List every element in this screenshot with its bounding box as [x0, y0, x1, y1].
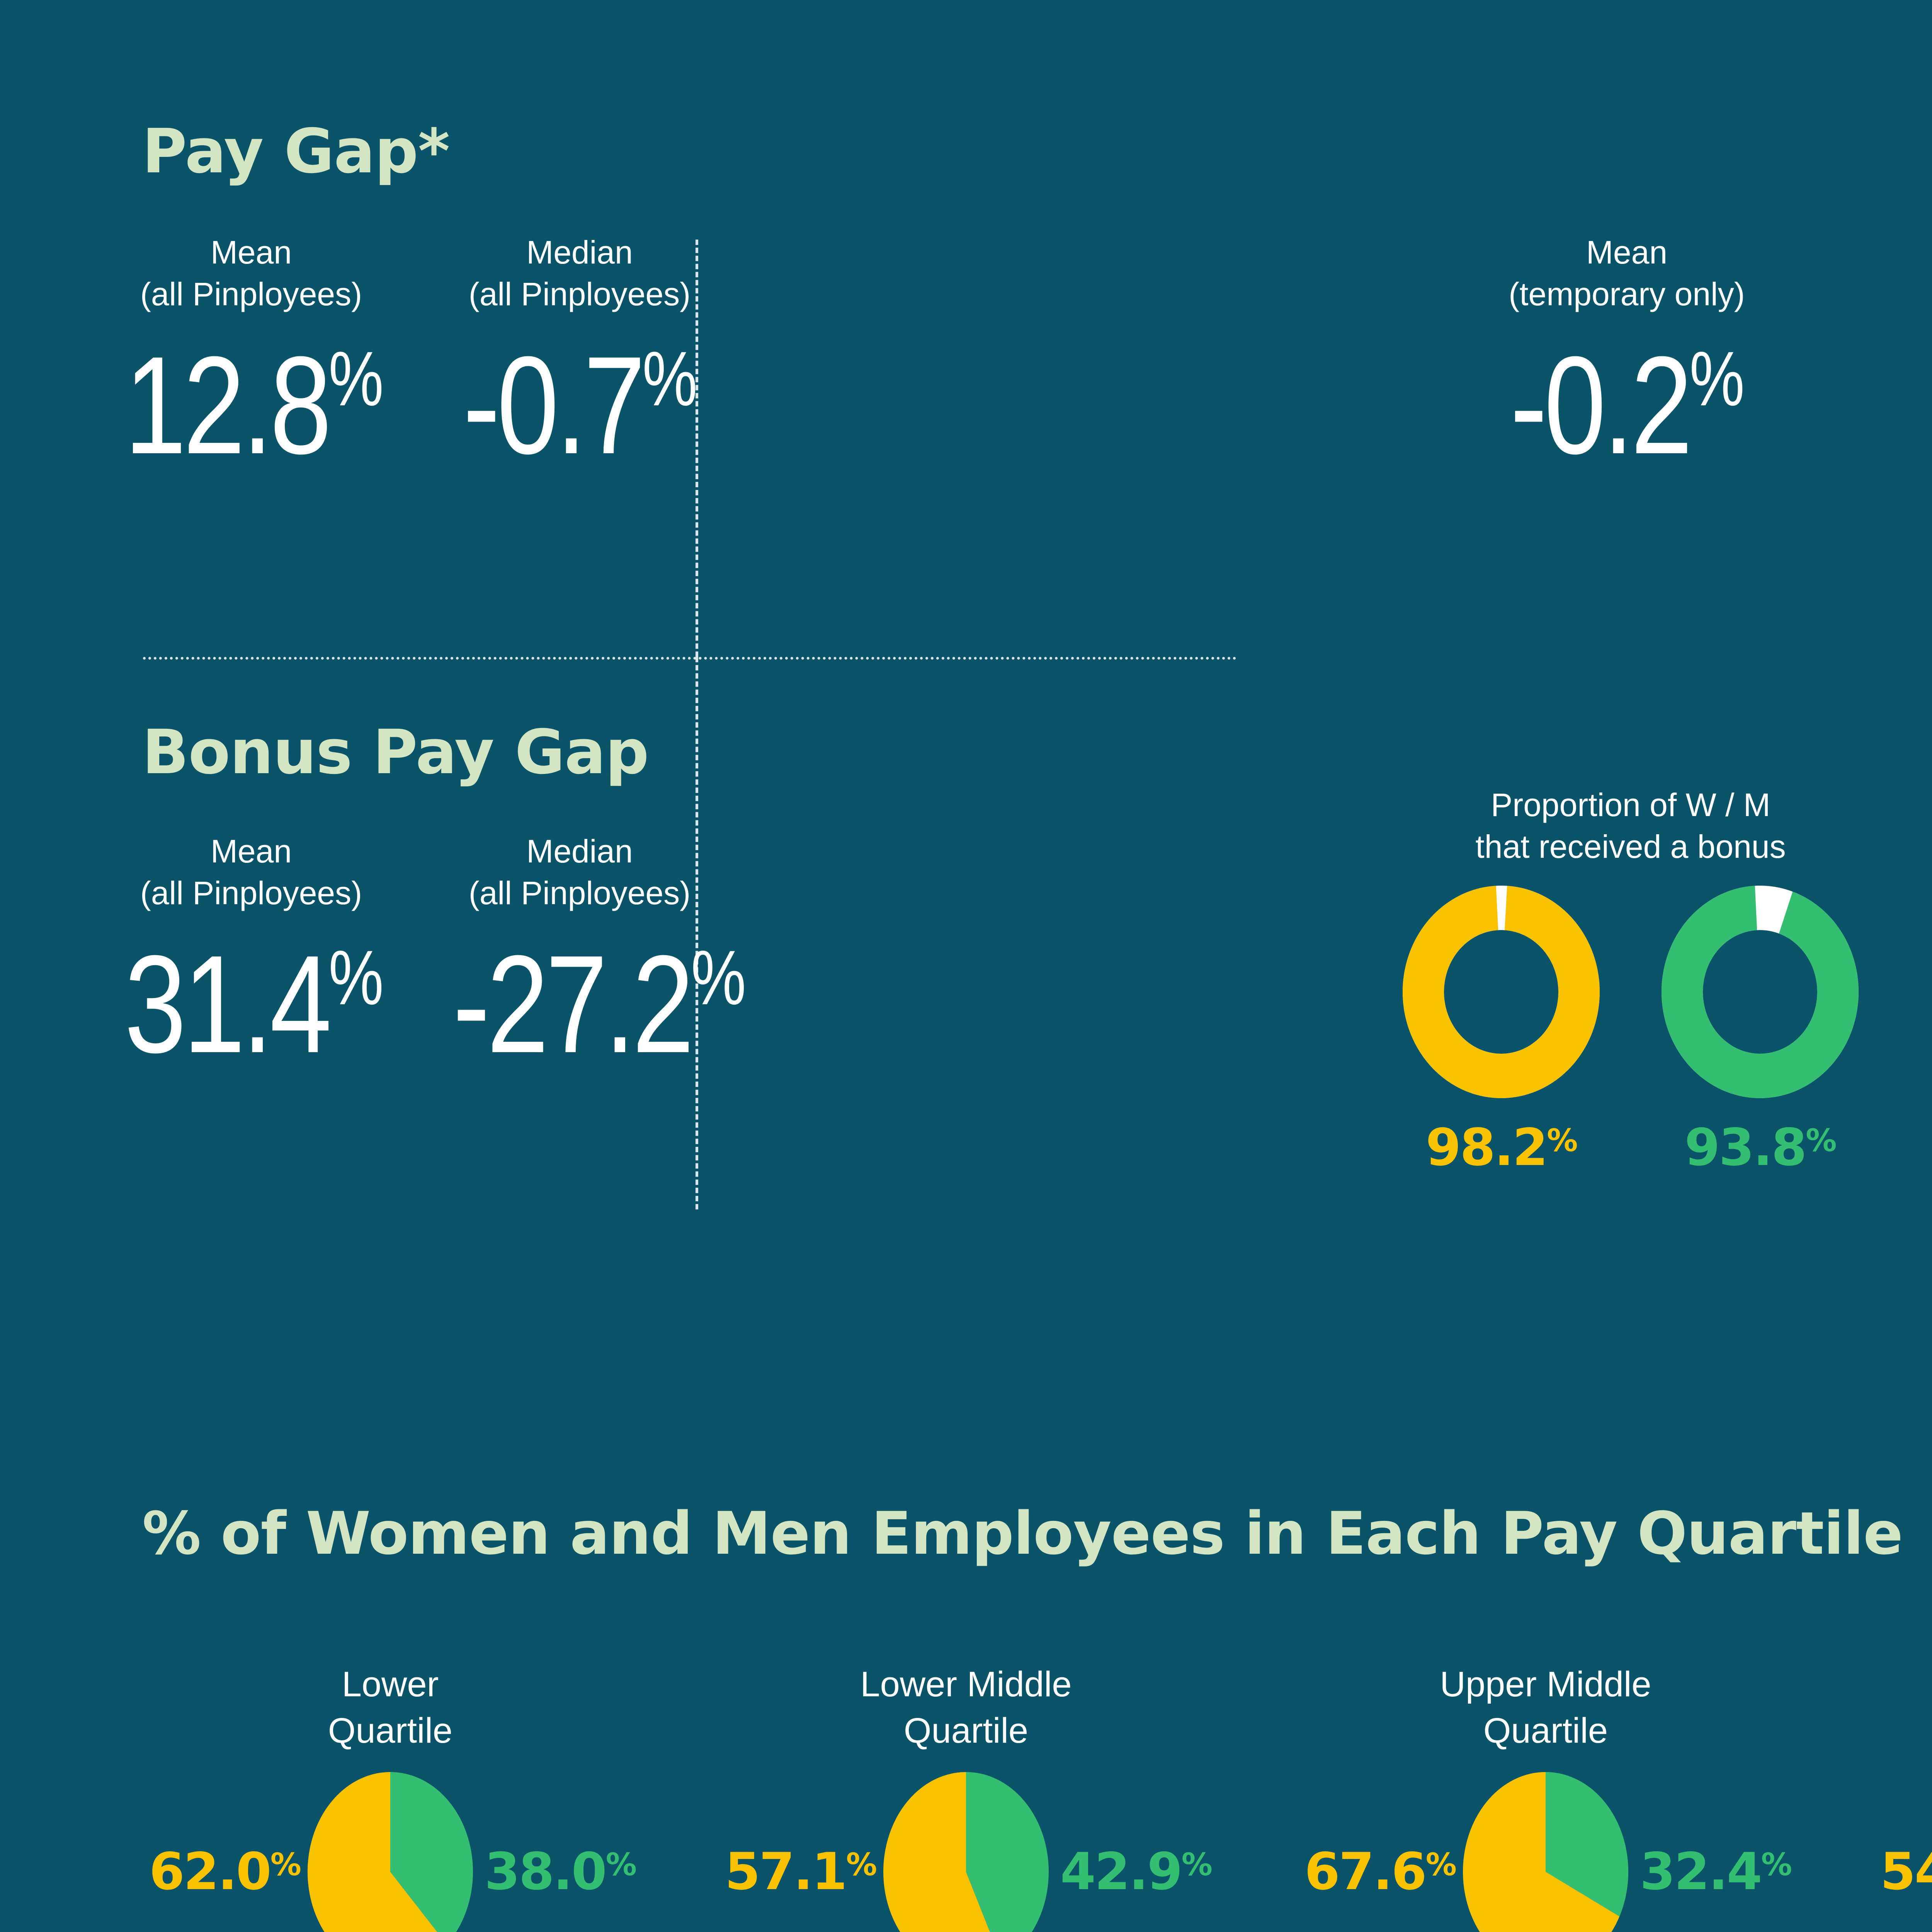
stat-pay-gap-median-all: Median (all Pinployees) -0.7%	[421, 232, 738, 475]
quartile-label: Lower Middle Quartile	[696, 1662, 1236, 1754]
quartile-label-line1: Upper Middle	[1440, 1665, 1651, 1704]
stat-bonus-mean-all: Mean (all Pinployees) 31.4%	[93, 831, 410, 1074]
percent-sign: %	[642, 336, 697, 422]
quartile-heading: % of Women and Men Employees in Each Pay…	[142, 1499, 1903, 1568]
quartile-women-value: 57.1%	[725, 1842, 877, 1902]
stat-label-line1: Mean	[210, 234, 292, 270]
quartile-body: 67.6% 32.4%	[1275, 1769, 1816, 1932]
percent-sign: %	[846, 1847, 877, 1883]
donut-value-segment	[1662, 886, 1859, 1099]
quartile-label-line1: Lower Middle	[860, 1665, 1072, 1704]
quartile-lower-middle: Lower Middle Quartile 57.1% 42.9%	[696, 1662, 1236, 1932]
bonus-pay-gap-heading: Bonus Pay Gap	[142, 717, 649, 788]
percent-sign: %	[1689, 336, 1745, 422]
percent-sign: %	[270, 1847, 301, 1883]
vertical-divider-bottom	[696, 657, 698, 1209]
donut-chart-women-bonus	[1401, 884, 1602, 1100]
stat-label-line2: (all Pinployees)	[468, 276, 691, 312]
pie-slice-women	[883, 1772, 990, 1932]
pie-chart-upper-middle-quartile	[1461, 1769, 1631, 1932]
percent-sign: %	[605, 1847, 637, 1883]
quartile-women-value: 62.0%	[149, 1842, 301, 1902]
donut-value-segment	[1403, 886, 1600, 1099]
stat-label-line1: Median	[526, 234, 633, 270]
stat-value: -27.2%	[453, 927, 746, 1082]
donut-row: 98.2% 93.8%	[1399, 884, 1862, 1177]
quartile-label-line2: Quartile	[328, 1711, 453, 1750]
donut-value-women: 98.2%	[1425, 1118, 1578, 1178]
stat-label-line2: (all Pinployees)	[468, 874, 691, 911]
donut-group-caption: Proportion of W / M that received a bonu…	[1399, 784, 1862, 867]
percent-sign: %	[1806, 1122, 1837, 1159]
stat-label-line2: (all Pinployees)	[140, 276, 362, 312]
stat-value: 31.4%	[124, 927, 384, 1082]
quartile-body: 62.0% 38.0%	[120, 1769, 661, 1932]
donut-cell-women: 98.2%	[1401, 884, 1602, 1177]
quartile-men-value: 32.4%	[1640, 1842, 1792, 1902]
donut-group-bonus: Proportion of W / M that received a bonu…	[1399, 784, 1862, 1177]
quartile-label: Upper Middle Quartile	[1275, 1662, 1816, 1754]
quartile-lower: Lower Quartile 62.0% 38.0%	[120, 1662, 661, 1932]
pie-slice-women	[1463, 1772, 1620, 1932]
stat-value: -0.2%	[1510, 328, 1745, 483]
pie-slice-men	[1546, 1772, 1628, 1917]
quartile-label-line1: Lower	[342, 1665, 439, 1704]
quartile-label-line1: Upper	[1851, 1662, 1932, 1708]
pie-slice-men	[966, 1772, 1049, 1932]
stat-label-line2: (all Pinployees)	[140, 874, 362, 911]
percent-sign: %	[1181, 1847, 1213, 1883]
vertical-divider-top	[696, 240, 698, 657]
quartile-label-line2: Quartile	[1851, 1708, 1932, 1754]
stat-bonus-median-all: Median (all Pinployees) -27.2%	[421, 831, 746, 1082]
percent-sign: %	[328, 336, 384, 422]
percent-sign: %	[1761, 1847, 1792, 1883]
stat-label-line1: Mean	[210, 833, 292, 869]
stat-pay-gap-mean-temp: Mean (temporary only) -0.2%	[1468, 232, 1785, 475]
caption-line1: Proportion of W / M	[1491, 787, 1770, 823]
quartile-women-value: 54.9%	[1880, 1842, 1932, 1902]
stat-label-line1: Median	[526, 833, 633, 869]
donut-chart-men-bonus	[1660, 884, 1861, 1100]
pie-chart-lower-middle-quartile	[881, 1769, 1051, 1932]
percent-sign: %	[1547, 1122, 1578, 1159]
quartile-label-line2: Quartile	[903, 1711, 1029, 1750]
quartile-upper: Upper Quartile 54.9% 45.1%	[1851, 1662, 1932, 1932]
stat-pay-gap-mean-all: Mean (all Pinployees) 12.8%	[93, 232, 410, 475]
quartile-upper-middle: Upper Middle Quartile 67.6% 32.4%	[1275, 1662, 1816, 1932]
horizontal-divider	[143, 657, 1236, 660]
donut-cell-men: 93.8%	[1660, 884, 1861, 1177]
quartile-women-value: 67.6%	[1304, 1842, 1457, 1902]
quartile-body: 57.1% 42.9%	[696, 1769, 1236, 1932]
pie-slice-men	[390, 1772, 473, 1932]
quartile-label: Upper Quartile	[1851, 1662, 1932, 1754]
quartile-label: Lower Quartile	[120, 1662, 661, 1754]
quartile-body: 54.9% 45.1%	[1851, 1769, 1932, 1932]
pie-chart-lower-quartile	[305, 1769, 475, 1932]
pay-gap-heading: Pay Gap*	[142, 116, 450, 187]
stat-label-line2: (temporary only)	[1509, 276, 1745, 312]
quartile-label-line2: Quartile	[1483, 1711, 1608, 1750]
percent-sign: %	[1425, 1847, 1457, 1883]
quartile-men-value: 38.0%	[485, 1842, 637, 1902]
stat-value: -0.7%	[463, 328, 697, 483]
caption-line2: that received a bonus	[1475, 828, 1786, 865]
donut-value-men: 93.8%	[1684, 1118, 1837, 1178]
quartile-men-value: 42.9%	[1060, 1842, 1213, 1902]
pie-slice-women	[308, 1772, 437, 1932]
percent-sign: %	[691, 935, 746, 1021]
stat-label-line1: Mean	[1586, 234, 1668, 270]
stat-value: 12.8%	[124, 328, 384, 483]
percent-sign: %	[328, 935, 384, 1021]
